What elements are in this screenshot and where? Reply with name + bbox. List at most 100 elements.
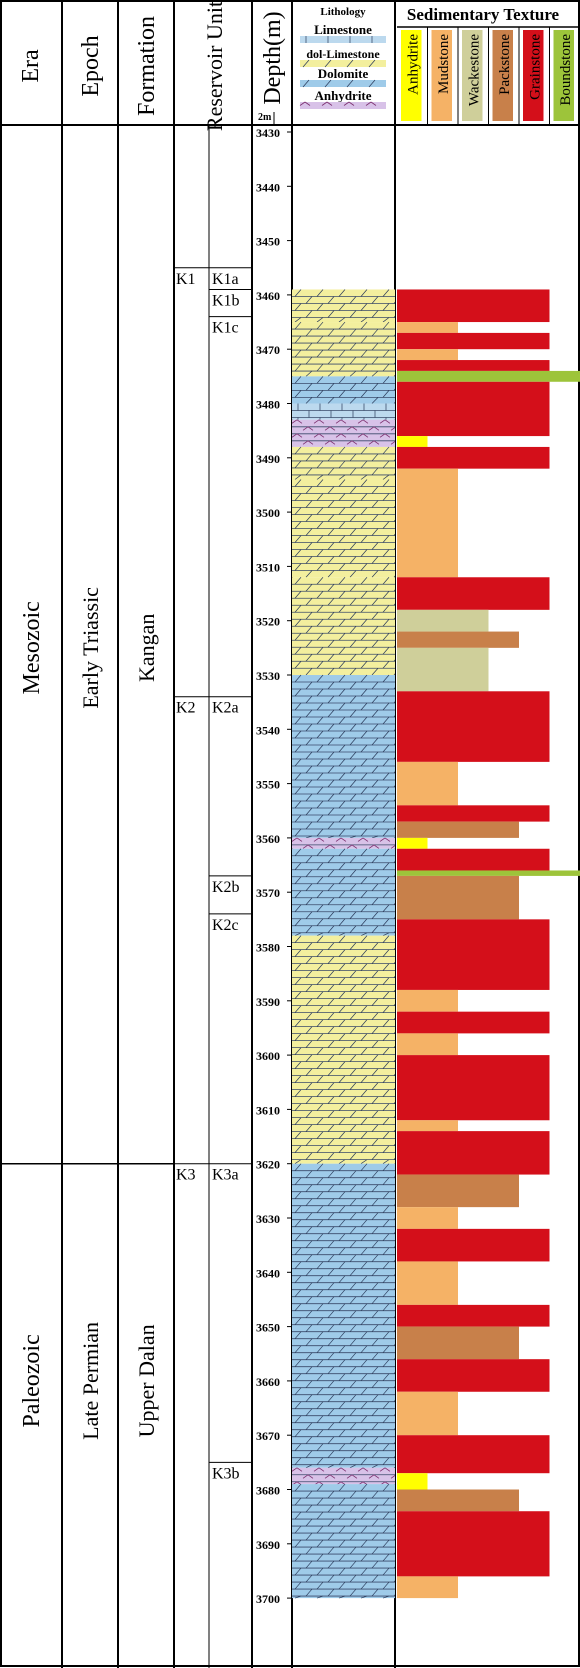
lithology-interval-tick <box>382 744 390 753</box>
lithology-interval-tick <box>316 317 324 323</box>
texture-legend-swatch <box>492 30 513 121</box>
lithology-interval-tick <box>371 542 379 550</box>
lithology-interval-tick <box>371 1574 379 1583</box>
lithology-interval-tick <box>316 674 324 683</box>
lithology-interval-tick <box>305 1450 313 1458</box>
lithology-interval-tick <box>371 695 379 704</box>
lithology-interval-tick <box>349 681 357 690</box>
lithology-interval-tick <box>316 1075 324 1083</box>
lithology-interval-tick <box>294 1303 302 1311</box>
lithology-interval-tick <box>373 440 380 445</box>
lithology-interval-tick <box>382 1261 390 1269</box>
lithology-interval-tick <box>349 383 357 391</box>
lithology-interval-tick <box>316 702 324 711</box>
lithology-interval-tick <box>360 1567 368 1576</box>
lithology-interval-tick <box>349 296 357 304</box>
lithology-interval-tick <box>338 474 346 480</box>
lithology-interval-tick <box>294 814 302 823</box>
lithology-interval-tick <box>305 1240 313 1248</box>
lithology-legend-swatch-tick <box>321 101 328 106</box>
lithology-interval-tick <box>294 507 302 515</box>
texture-legend-swatch <box>401 30 422 121</box>
lithology-legend-label: Dolomite <box>318 66 369 81</box>
lithology-interval-tick <box>316 647 324 655</box>
lithology-interval-tick <box>371 1366 379 1374</box>
lithology-interval-tick <box>382 335 390 344</box>
lithology-interval-tick <box>294 890 302 898</box>
lithology-legend-swatch-tick <box>346 79 354 88</box>
lithology-interval-tick <box>382 1075 390 1083</box>
texture-interval <box>397 848 550 871</box>
lithology-interval-tick <box>294 904 302 912</box>
lithology-interval-tick <box>316 1387 324 1395</box>
lithology-interval-tick <box>316 1483 324 1492</box>
lithology-interval-tick <box>360 549 368 557</box>
lithology-interval-tick <box>349 723 357 732</box>
lithology-interval-tick <box>382 1443 390 1451</box>
lithology-interval-tick <box>360 862 368 870</box>
lithology-interval-tick <box>382 1387 390 1395</box>
lithology-interval-tick <box>371 453 379 462</box>
texture-interval <box>397 647 489 692</box>
lithology-interval-tick <box>360 1159 368 1164</box>
lithology-interval-tick <box>338 633 346 641</box>
lithology-interval-tick <box>305 598 313 606</box>
lithology-interval-tick <box>305 765 313 774</box>
lithology-interval-tick <box>360 1429 368 1437</box>
lithology-interval-tick <box>327 1096 335 1104</box>
lithology-interval-tick <box>316 1373 324 1381</box>
lithology-interval-tick <box>327 855 335 863</box>
lithology-interval-tick <box>362 433 369 438</box>
texture-interval <box>397 577 550 610</box>
texture-interval <box>397 1511 550 1577</box>
lithology-interval-tick <box>316 1303 324 1311</box>
lithology-interval-tick <box>349 598 357 606</box>
lithology-interval-tick <box>382 963 390 971</box>
lithology-interval-tick <box>349 1054 357 1062</box>
lithology-interval-tick <box>338 335 346 344</box>
lithology-interval-tick <box>316 949 324 957</box>
lithology-interval-tick <box>294 1117 302 1125</box>
lithology-interval-tick <box>382 1005 390 1013</box>
lithology-interval-tick <box>324 844 331 849</box>
lithology-interval-tick <box>294 918 302 926</box>
lithology-interval-tick <box>294 702 302 711</box>
lithology-interval-tick <box>294 1595 302 1599</box>
lithology-interval-tick <box>294 661 302 669</box>
lithology-interval-tick <box>294 1145 302 1153</box>
formation-label: Kangan <box>134 614 159 682</box>
lithology-interval-tick <box>324 426 331 431</box>
lithology-interval-tick <box>360 814 368 823</box>
lithology-interval-tick <box>305 695 313 704</box>
depth-header: Depth(m) <box>260 11 286 104</box>
texture-interval <box>397 381 550 437</box>
lithology-legend-swatch-tick <box>326 101 333 106</box>
depth-tick-label: 3460 <box>256 289 280 303</box>
unit-label: K2 <box>176 700 196 717</box>
lithology-interval-tick <box>294 1567 302 1576</box>
lithology-interval-tick <box>338 800 346 809</box>
lithology-interval-tick <box>360 521 368 529</box>
lithology-interval-tick <box>360 446 368 455</box>
lithology-interval-tick <box>360 1275 368 1283</box>
lithology-interval-tick <box>349 1068 357 1076</box>
lithology-interval-tick <box>349 1338 357 1346</box>
lithology-interval-tick <box>316 335 324 344</box>
lithology-interval-tick <box>382 363 390 372</box>
lithology-interval-tick <box>316 661 324 669</box>
lithology-interval-tick <box>382 647 390 655</box>
lithology-interval-tick <box>360 963 368 971</box>
lithology-interval-tick <box>382 1233 390 1241</box>
lithology-interval-tick <box>294 1275 302 1283</box>
texture-legend-label: Boundstone <box>558 34 574 106</box>
lithology-interval-tick <box>294 1219 302 1227</box>
lithology-interval-tick <box>305 1040 313 1048</box>
lithology-interval-tick <box>371 1184 379 1192</box>
texture-legend-label: Packstone <box>497 34 513 95</box>
lithology-interval-tick <box>327 1240 335 1248</box>
lithology-interval-tick <box>305 1226 313 1234</box>
lithology-interval-tick <box>305 1504 313 1513</box>
subunit-label: K1a <box>212 271 239 288</box>
sedimentary-texture-header: Sedimentary Texture <box>407 5 560 24</box>
lithology-interval-tick <box>327 897 335 905</box>
